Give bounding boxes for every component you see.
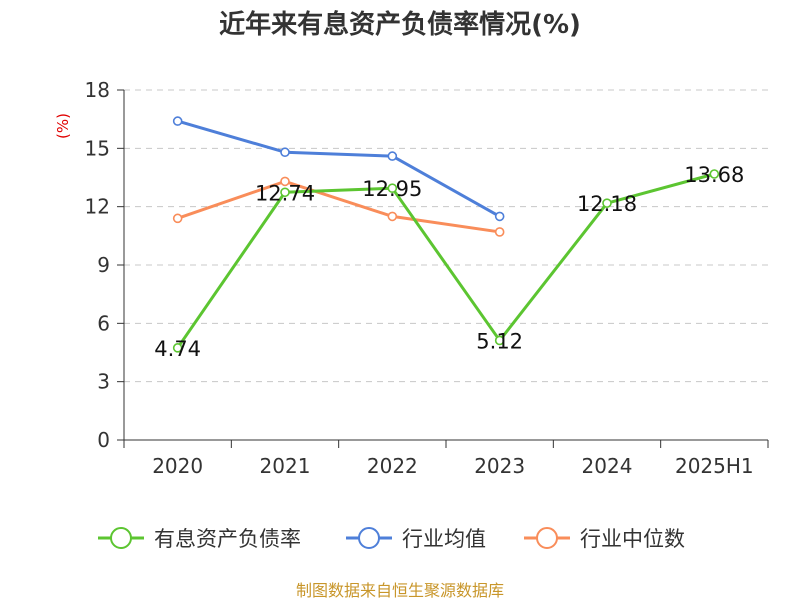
axes xyxy=(117,89,769,448)
series-line-1 xyxy=(177,119,501,218)
y-tick-label: 9 xyxy=(97,253,110,277)
data-label: 12.74 xyxy=(255,181,315,205)
y-axis-unit: (%) xyxy=(54,113,72,139)
data-point xyxy=(602,198,612,208)
legend-marker xyxy=(536,527,558,549)
data-point xyxy=(172,213,183,224)
data-label: 4.74 xyxy=(154,337,201,361)
data-point xyxy=(494,335,505,346)
data-point xyxy=(280,147,290,158)
data-point xyxy=(280,187,290,198)
y-ticks: 0 3 6 9 12 15 18 xyxy=(85,78,110,452)
y-tick-label: 3 xyxy=(97,370,110,394)
data-point xyxy=(280,176,290,187)
data-point xyxy=(494,227,505,237)
legend-marker xyxy=(110,527,132,549)
data-labels: 4.74 12.74 12.95 5.12 12.18 13.68 xyxy=(154,163,744,361)
data-point xyxy=(709,169,720,179)
x-tick-label: 2022 xyxy=(367,454,418,478)
legend-label: 有息资产负债率 xyxy=(154,527,301,551)
data-point xyxy=(387,211,398,222)
data-label: 12.95 xyxy=(362,177,422,201)
data-point xyxy=(387,151,398,161)
data-label: 12.18 xyxy=(577,192,637,216)
legend-label: 行业均值 xyxy=(402,527,486,551)
series-line-0 xyxy=(176,172,715,349)
y-tick-label: 15 xyxy=(85,136,110,160)
series-line-2 xyxy=(177,179,500,234)
x-tick-label: 2020 xyxy=(152,454,203,478)
x-ticks: 2020 2021 2022 2023 2024 2025H1 xyxy=(152,454,753,478)
data-label: 13.68 xyxy=(684,163,744,187)
y-tick-label: 6 xyxy=(97,311,110,335)
y-tick-label: 18 xyxy=(85,78,110,102)
data-point xyxy=(172,343,183,353)
series-group xyxy=(172,116,720,353)
chart-title: 近年来有息资产负债率情况(%) xyxy=(219,9,581,40)
data-point xyxy=(494,211,505,222)
x-tick-label: 2024 xyxy=(582,454,633,478)
x-tick-label: 2021 xyxy=(260,454,311,478)
source-note: 制图数据来自恒生聚源数据库 xyxy=(296,581,504,600)
legend: 有息资产负债率 行业均值 行业中位数 xyxy=(98,527,685,551)
legend-marker xyxy=(358,527,380,549)
x-tick-label: 2025H1 xyxy=(675,454,754,478)
x-tick-label: 2023 xyxy=(474,454,525,478)
y-tick-label: 12 xyxy=(85,195,110,219)
data-point xyxy=(172,116,183,126)
data-label: 5.12 xyxy=(476,329,523,353)
y-tick-label: 0 xyxy=(97,428,110,452)
data-point xyxy=(387,183,398,193)
legend-label: 行业中位数 xyxy=(580,527,685,551)
